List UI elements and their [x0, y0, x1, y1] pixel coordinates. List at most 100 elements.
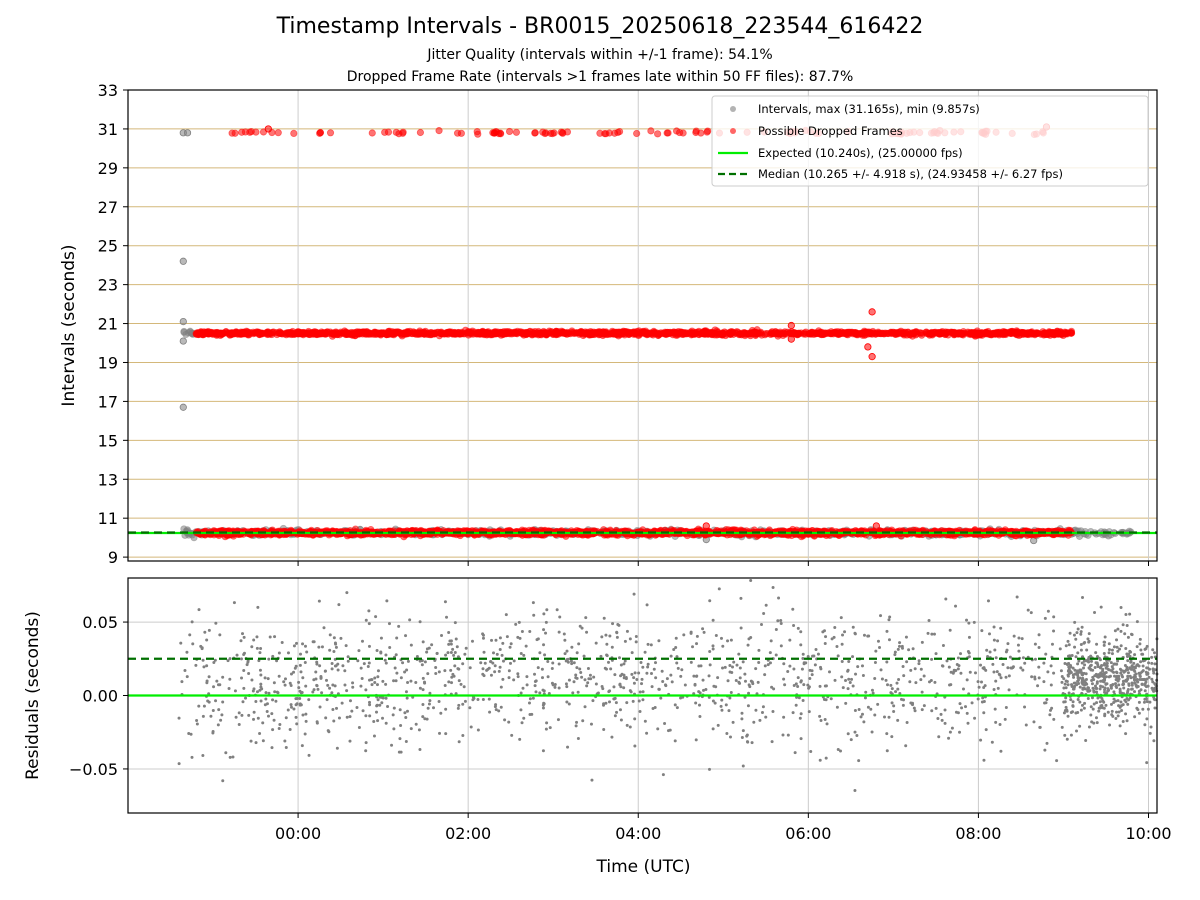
dropped-frame-point: [892, 330, 900, 339]
residual-point: [242, 635, 246, 639]
dropped-frame-point: [1057, 329, 1066, 337]
residual-point: [847, 677, 851, 681]
residual-point: [1043, 748, 1047, 752]
dropped-frame-point: [661, 328, 669, 336]
residual-point: [385, 599, 389, 603]
top-ytick-label: 21: [98, 315, 118, 334]
residual-point: [996, 686, 1000, 690]
chart-subtitle-dropped: Dropped Frame Rate (intervals >1 frames …: [346, 69, 854, 85]
dropped-frame-point: [526, 327, 534, 335]
residual-point: [968, 670, 972, 674]
residual-point: [252, 638, 256, 642]
residual-point: [754, 667, 758, 671]
residual-point: [711, 727, 715, 731]
dropped-frame-point: [533, 330, 541, 338]
residual-point: [212, 685, 216, 689]
dropped-frame-point: [431, 330, 439, 338]
dropped-frame-point: [238, 128, 246, 136]
dropped-frame-point: [904, 328, 912, 336]
residual-point: [637, 671, 641, 675]
residual-point: [1147, 661, 1151, 665]
residual-point: [218, 633, 222, 637]
dropped-frame-point: [868, 353, 876, 361]
dropped-frame-point: [872, 522, 880, 530]
dropped-frame-point: [461, 326, 470, 334]
residual-point: [885, 660, 889, 664]
residual-point: [824, 756, 828, 760]
residual-point: [575, 651, 579, 655]
residual-point: [859, 715, 863, 719]
residual-point: [782, 662, 786, 666]
residual-point: [694, 738, 698, 742]
dropped-frame-point: [912, 328, 920, 336]
residual-point: [624, 677, 628, 681]
residual-point: [514, 622, 518, 626]
residual-point: [735, 663, 739, 667]
residual-point: [565, 685, 569, 689]
residual-point: [446, 651, 450, 655]
residual-point: [708, 650, 712, 654]
residual-point: [1026, 608, 1030, 612]
residual-point: [746, 643, 750, 647]
residual-point: [469, 725, 473, 729]
residual-point: [802, 683, 806, 687]
interval-point: [186, 327, 194, 335]
dropped-frame-point: [974, 329, 982, 337]
residual-point: [998, 722, 1002, 726]
residual-point: [443, 600, 447, 604]
residual-point: [1037, 645, 1041, 649]
dropped-frame-point: [264, 125, 272, 133]
residual-point: [956, 667, 960, 671]
residual-point: [702, 630, 706, 634]
dropped-frame-point: [364, 329, 372, 338]
residual-point: [941, 643, 945, 647]
residual-point: [863, 696, 867, 700]
dropped-frame-point: [249, 328, 257, 336]
residual-point: [617, 623, 621, 627]
residual-point: [799, 737, 803, 741]
residual-point: [992, 638, 996, 642]
residual-point: [1004, 706, 1008, 710]
dropped-frame-point: [618, 328, 626, 336]
dropped-frame-point: [807, 329, 815, 337]
residual-point: [1145, 761, 1149, 765]
residual-point: [886, 683, 890, 687]
residual-point: [374, 615, 378, 619]
residual-point: [698, 703, 702, 707]
residual-point: [740, 736, 744, 740]
residual-point: [332, 649, 336, 653]
residual-point: [988, 650, 992, 654]
residual-point: [337, 603, 341, 607]
residual-point: [1066, 714, 1070, 718]
residual-point: [542, 612, 546, 616]
residual-point: [1021, 668, 1025, 672]
residual-point: [1055, 759, 1059, 763]
residual-point: [769, 639, 773, 643]
residual-point: [930, 709, 934, 713]
residual-point: [870, 730, 874, 734]
residual-point: [774, 653, 778, 657]
top-ytick-label: 27: [98, 198, 118, 217]
residual-point: [318, 664, 322, 668]
residual-point: [283, 739, 287, 743]
residual-point: [557, 662, 561, 666]
residual-point: [623, 639, 627, 643]
residual-point: [913, 709, 917, 713]
dropped-frame-point: [312, 328, 320, 336]
residual-point: [1113, 629, 1117, 633]
residual-point: [215, 679, 219, 683]
residual-point: [876, 639, 880, 643]
residual-point: [721, 666, 725, 670]
dropped-frame-point: [776, 329, 784, 338]
dropped-frame-point: [343, 330, 351, 338]
residual-point: [252, 687, 256, 691]
dropped-frame-point: [241, 330, 249, 338]
dropped-frame-point: [404, 328, 412, 336]
residual-point: [505, 635, 509, 639]
residual-point: [612, 685, 616, 689]
dropped-frame-point: [1063, 329, 1072, 337]
residual-point: [898, 641, 902, 645]
residual-point: [992, 625, 996, 629]
residual-point: [516, 672, 520, 676]
residual-point: [348, 715, 352, 719]
